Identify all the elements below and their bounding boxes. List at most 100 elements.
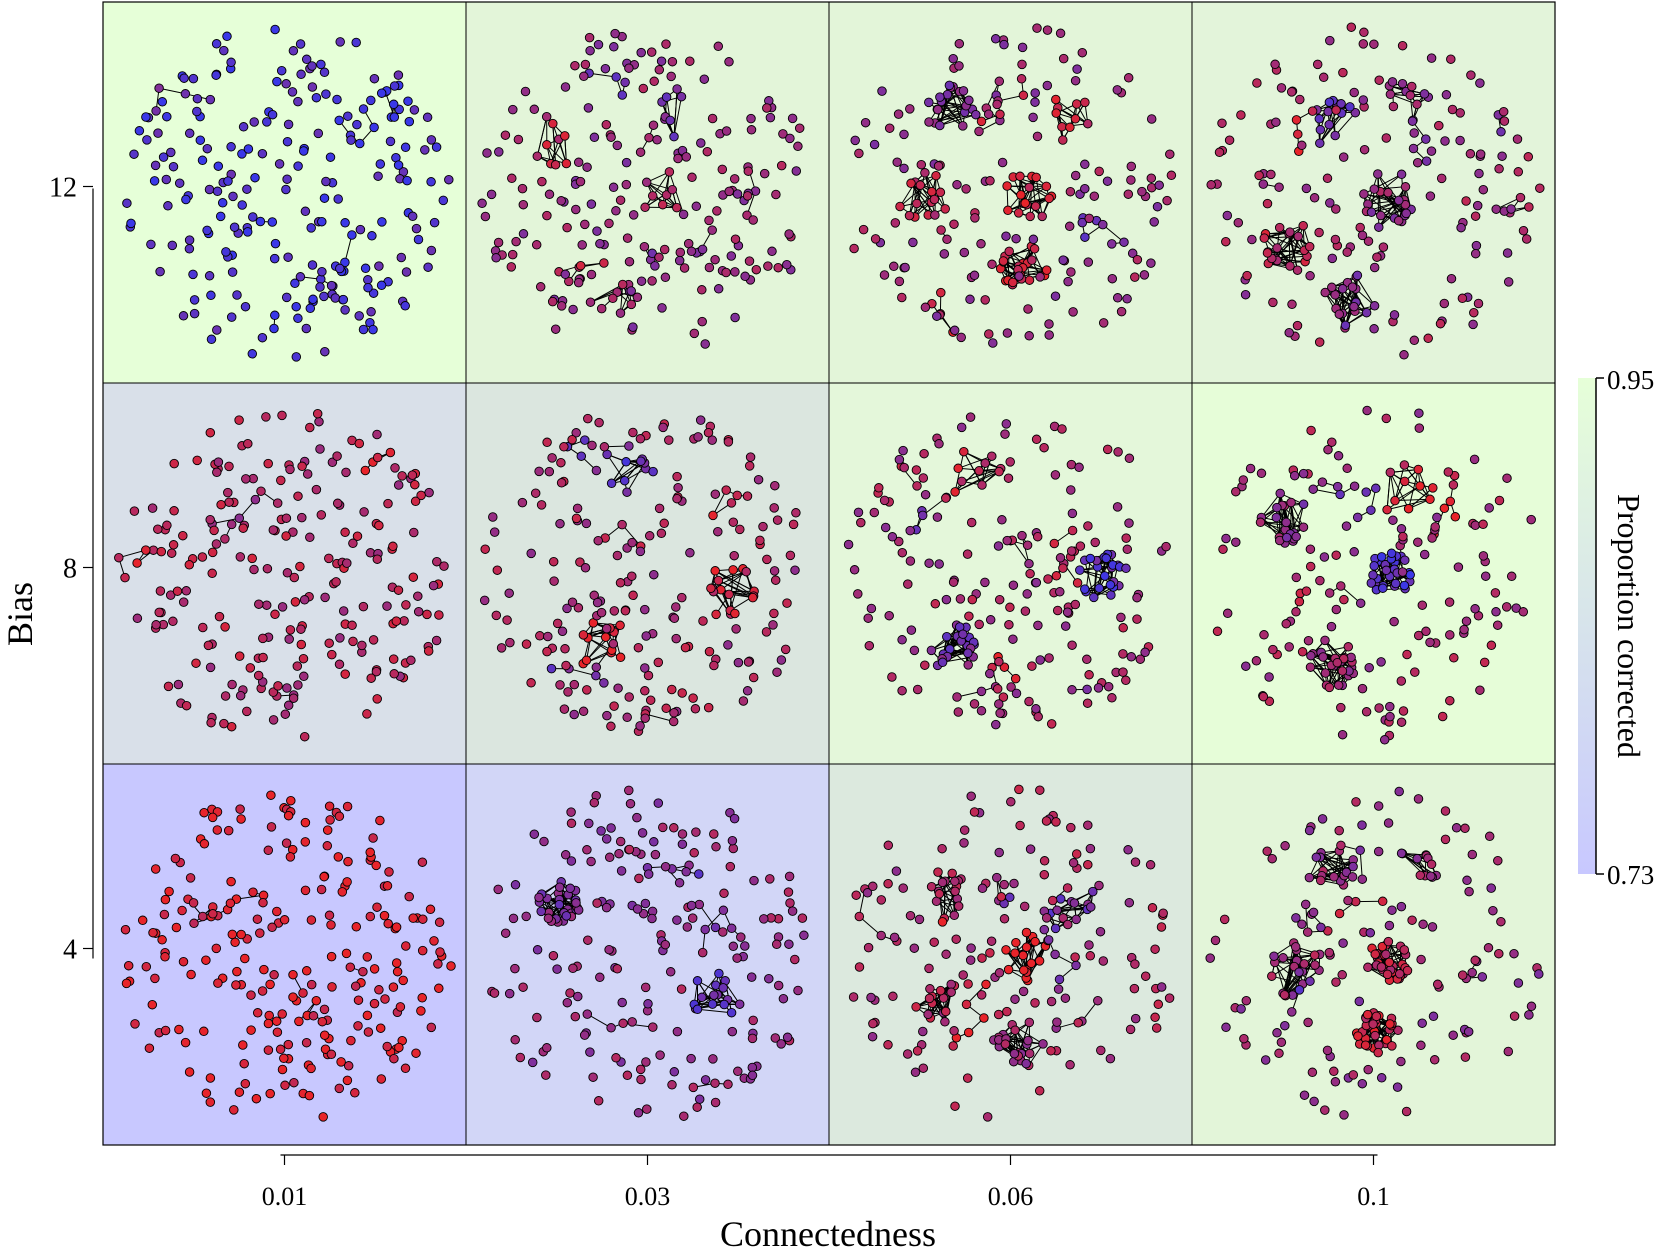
network-node bbox=[1499, 116, 1510, 126]
network-node bbox=[998, 692, 1009, 702]
network-node bbox=[927, 186, 937, 197]
network-node bbox=[556, 301, 567, 311]
network-node bbox=[494, 147, 504, 157]
network-node bbox=[1370, 949, 1380, 959]
network-node bbox=[375, 1023, 386, 1033]
network-node bbox=[426, 135, 437, 145]
network-node bbox=[261, 600, 272, 610]
network-node bbox=[438, 195, 449, 206]
network-node bbox=[1376, 210, 1386, 221]
network-node bbox=[1284, 642, 1294, 652]
network-node bbox=[601, 902, 612, 913]
network-node bbox=[502, 615, 512, 625]
network-node bbox=[1355, 222, 1365, 233]
network-node bbox=[1024, 1017, 1035, 1028]
network-node bbox=[713, 526, 723, 537]
network-edge bbox=[1310, 655, 1327, 686]
network-node bbox=[401, 600, 411, 610]
network-node bbox=[482, 148, 492, 158]
network-node bbox=[1327, 437, 1337, 447]
network-node bbox=[961, 999, 972, 1010]
network-node bbox=[227, 679, 237, 690]
network-node bbox=[202, 143, 213, 154]
network-node bbox=[1004, 619, 1014, 630]
network-node bbox=[581, 655, 592, 666]
network-node bbox=[1376, 1073, 1387, 1083]
network-node bbox=[1387, 905, 1397, 915]
network-node bbox=[1286, 87, 1297, 97]
network-node bbox=[1046, 719, 1057, 729]
network-node bbox=[659, 518, 669, 529]
network-node bbox=[1166, 170, 1177, 181]
network-node bbox=[1368, 1019, 1378, 1029]
network-node bbox=[1309, 1096, 1319, 1107]
network-node bbox=[771, 189, 781, 200]
network-node bbox=[1325, 198, 1335, 208]
network-node bbox=[297, 512, 307, 523]
panel-nodes bbox=[843, 412, 1171, 730]
network-node bbox=[628, 322, 638, 332]
network-node bbox=[1008, 634, 1018, 644]
network-node bbox=[575, 557, 585, 567]
network-node bbox=[548, 556, 559, 567]
network-node bbox=[429, 936, 439, 946]
network-node bbox=[169, 458, 179, 469]
network-edge bbox=[1055, 99, 1089, 125]
network-node bbox=[209, 525, 219, 536]
network-node bbox=[562, 222, 572, 233]
network-node bbox=[1065, 122, 1075, 133]
network-node bbox=[626, 299, 637, 310]
network-node bbox=[686, 246, 697, 257]
network-node bbox=[1359, 27, 1369, 38]
network-node bbox=[728, 565, 738, 575]
network-node bbox=[411, 223, 422, 234]
network-node bbox=[1121, 563, 1131, 574]
network-node bbox=[1113, 447, 1123, 457]
network-node bbox=[785, 133, 795, 144]
network-node bbox=[656, 528, 667, 539]
network-node bbox=[1297, 647, 1308, 657]
network-node bbox=[1363, 1064, 1373, 1075]
network-node bbox=[1430, 522, 1440, 532]
network-node bbox=[948, 1041, 958, 1051]
network-node bbox=[1214, 147, 1225, 158]
network-node bbox=[1058, 53, 1069, 64]
network-node bbox=[234, 1087, 245, 1097]
network-node bbox=[641, 177, 652, 188]
network-node bbox=[565, 883, 575, 894]
network-node bbox=[534, 892, 544, 903]
network-node bbox=[401, 267, 412, 277]
network-node bbox=[1398, 531, 1408, 542]
network-node bbox=[588, 1072, 598, 1082]
network-node bbox=[500, 928, 511, 938]
network-node bbox=[132, 613, 143, 624]
network-node bbox=[1094, 166, 1104, 177]
network-node bbox=[570, 60, 580, 71]
panel-background bbox=[466, 764, 829, 1145]
network-node bbox=[1331, 204, 1341, 214]
network-node bbox=[1471, 240, 1482, 251]
network-node bbox=[1009, 1048, 1020, 1059]
network-node bbox=[1024, 696, 1034, 707]
network-node bbox=[860, 117, 871, 128]
network-node bbox=[282, 174, 292, 184]
network-node bbox=[709, 990, 719, 1000]
network-node bbox=[220, 534, 230, 544]
network-node bbox=[1018, 90, 1029, 101]
network-node bbox=[500, 130, 511, 140]
y-tick-label: 12 bbox=[49, 173, 77, 204]
network-node bbox=[1004, 246, 1014, 257]
network-node bbox=[163, 201, 173, 211]
network-node bbox=[1400, 555, 1410, 565]
network-node bbox=[1396, 676, 1407, 686]
network-node bbox=[1124, 453, 1135, 464]
network-node bbox=[1513, 978, 1524, 988]
network-node bbox=[1330, 234, 1341, 245]
network-node bbox=[718, 905, 729, 916]
network-node bbox=[251, 1093, 262, 1104]
network-node bbox=[171, 922, 182, 933]
network-node bbox=[1242, 270, 1252, 281]
network-node bbox=[778, 129, 788, 139]
network-node bbox=[1316, 922, 1326, 933]
network-node bbox=[568, 963, 578, 974]
